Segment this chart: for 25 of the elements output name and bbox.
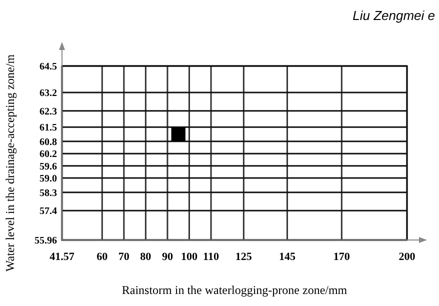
- x-tick-label: 90: [162, 251, 174, 263]
- y-tick-label: 64.5: [40, 62, 57, 72]
- x-tick-label: 170: [333, 251, 350, 263]
- x-tick-label: 41.57: [50, 251, 75, 263]
- y-tick-label: 60.2: [40, 149, 57, 160]
- x-tick-label: 145: [278, 251, 296, 263]
- x-tick-label: 100: [180, 251, 198, 263]
- y-tick-label: 63.2: [40, 88, 57, 99]
- x-tick-label: 200: [398, 251, 416, 263]
- y-tick-label: 59.6: [40, 161, 57, 172]
- y-tick-label: 62.3: [40, 106, 57, 118]
- y-tick-label: 59.0: [40, 174, 57, 185]
- y-axis-title: Water level in the drainage-accepting zone/m: [3, 54, 17, 272]
- text: Liu Zengmei e: [352, 8, 435, 23]
- y-tick-label: 58.3: [40, 188, 57, 199]
- y-tick-label: 57.4: [40, 206, 57, 218]
- x-tick-label: 60: [96, 251, 108, 263]
- x-tick-label: 125: [235, 251, 252, 263]
- y-tick-label: 55.96: [34, 236, 57, 246]
- x-tick-label: 110: [203, 251, 220, 263]
- x-tick-label: 70: [118, 251, 130, 263]
- y-tick-label: 60.8: [40, 136, 57, 148]
- x-axis-title: Rainstorm in the waterlogging-prone zone/mm: [122, 283, 348, 297]
- x-tick-label: 80: [140, 251, 152, 263]
- y-tick-label: 61.5: [40, 122, 57, 134]
